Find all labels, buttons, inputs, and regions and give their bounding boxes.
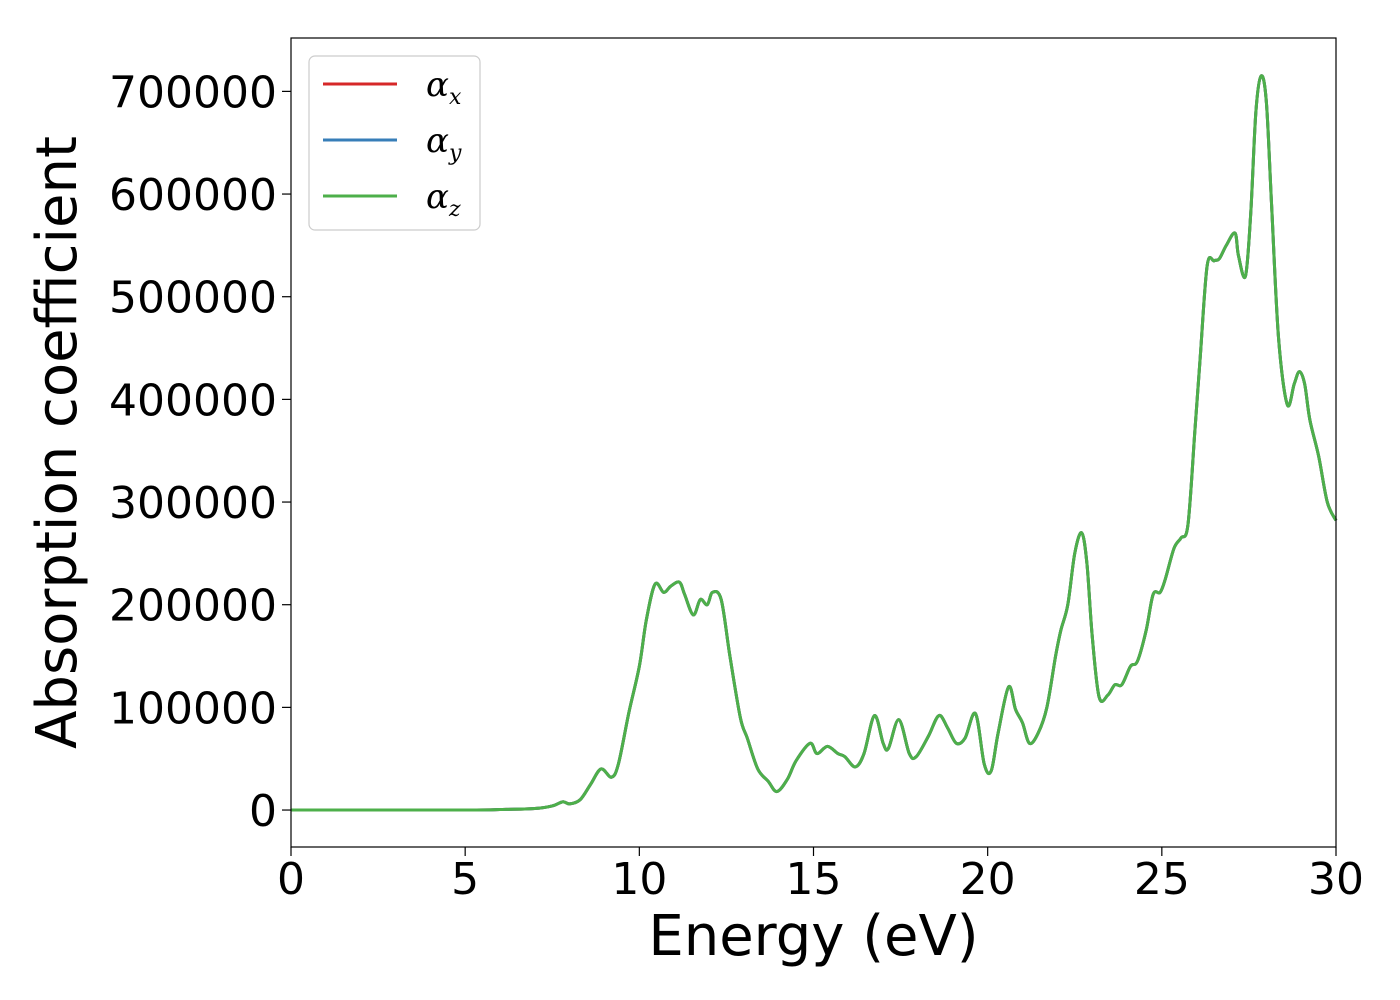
y-axis-title: Absorption coefficient [25,136,90,749]
x-tick-label: 0 [277,854,305,905]
x-tick-label: 20 [960,854,1016,905]
y-axis: 0 100000 200000 300000 400000 500000 600000 700… [109,67,291,837]
y-tick-label: 200000 [109,581,277,632]
y-tick-label: 300000 [109,478,277,529]
plot-area [290,74,1338,812]
y-tick-label: 700000 [109,67,277,118]
x-axis: 0 5 10 15 20 25 30 [277,847,1364,905]
x-tick-label: 5 [451,854,479,905]
y-tick-label: 500000 [109,273,277,324]
y-tick-label: 600000 [109,170,277,221]
x-tick-label: 25 [1134,854,1190,905]
legend-label: αy [426,121,462,166]
series-line-3 [290,74,1338,812]
legend: αx αy αz [308,55,481,231]
y-tick-label: 400000 [109,375,277,426]
y-tick-label: 0 [249,786,277,837]
legend-label: αz [426,177,461,222]
x-tick-label: 10 [611,854,667,905]
x-axis-title: Energy (eV) [648,904,978,969]
legend-label: αx [426,65,462,110]
plot-frame [290,37,1337,848]
x-tick-label: 15 [786,854,842,905]
x-tick-label: 30 [1308,854,1364,905]
legend-box [308,55,481,231]
y-tick-label: 100000 [109,683,277,734]
